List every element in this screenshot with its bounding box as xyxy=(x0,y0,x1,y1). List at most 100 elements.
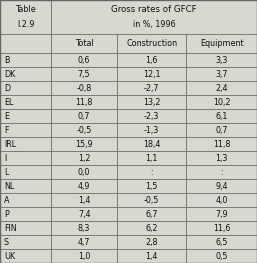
Text: 11,6: 11,6 xyxy=(213,224,230,232)
Bar xyxy=(186,207,257,221)
Bar xyxy=(117,193,186,207)
Bar xyxy=(51,207,117,221)
Bar xyxy=(186,165,257,179)
Bar xyxy=(117,123,186,137)
Text: 4,7: 4,7 xyxy=(78,237,90,246)
Bar xyxy=(51,95,117,109)
Bar xyxy=(117,109,186,123)
Bar xyxy=(51,221,117,235)
Bar xyxy=(117,235,186,249)
Text: FIN: FIN xyxy=(4,224,16,232)
Text: -0,5: -0,5 xyxy=(77,125,92,135)
Bar xyxy=(0,0,51,34)
Bar xyxy=(186,193,257,207)
Bar xyxy=(117,53,186,67)
Bar xyxy=(0,137,51,151)
Text: IRL: IRL xyxy=(4,140,16,149)
Text: Total: Total xyxy=(75,39,94,48)
Text: 1,2: 1,2 xyxy=(78,154,90,163)
Bar xyxy=(0,207,51,221)
Text: 10,2: 10,2 xyxy=(213,98,231,107)
Bar xyxy=(0,81,51,95)
Bar xyxy=(186,137,257,151)
Bar xyxy=(117,179,186,193)
Text: 7,4: 7,4 xyxy=(78,210,90,219)
Bar xyxy=(186,109,257,123)
Bar xyxy=(0,179,51,193)
Bar xyxy=(51,165,117,179)
Bar xyxy=(51,123,117,137)
Bar xyxy=(117,249,186,263)
Text: 6,7: 6,7 xyxy=(145,210,158,219)
Text: E: E xyxy=(4,112,9,121)
Bar xyxy=(0,235,51,249)
Text: 8,3: 8,3 xyxy=(78,224,90,232)
Text: 18,4: 18,4 xyxy=(143,140,160,149)
Bar xyxy=(0,53,51,67)
Text: 6,2: 6,2 xyxy=(145,224,158,232)
Text: 6,5: 6,5 xyxy=(215,237,228,246)
Text: UK: UK xyxy=(4,251,15,261)
Text: 11,8: 11,8 xyxy=(213,140,230,149)
Bar xyxy=(117,95,186,109)
Text: 15,9: 15,9 xyxy=(75,140,93,149)
Text: 0,5: 0,5 xyxy=(215,251,228,261)
Text: 1,1: 1,1 xyxy=(145,154,158,163)
Bar xyxy=(117,67,186,81)
Bar xyxy=(0,165,51,179)
Text: 1,4: 1,4 xyxy=(78,195,90,205)
Bar xyxy=(117,34,186,53)
Text: 9,4: 9,4 xyxy=(215,181,228,191)
Bar xyxy=(117,151,186,165)
Text: -2,3: -2,3 xyxy=(144,112,159,121)
Bar xyxy=(51,53,117,67)
Bar xyxy=(0,109,51,123)
Text: 6,1: 6,1 xyxy=(215,112,228,121)
Text: 3,7: 3,7 xyxy=(215,70,228,79)
Bar xyxy=(117,137,186,151)
Bar xyxy=(186,151,257,165)
Bar xyxy=(186,249,257,263)
Bar xyxy=(186,67,257,81)
Bar xyxy=(0,34,51,53)
Bar xyxy=(51,179,117,193)
Text: Construction: Construction xyxy=(126,39,177,48)
Bar xyxy=(0,123,51,137)
Bar xyxy=(117,165,186,179)
Bar xyxy=(186,235,257,249)
Text: B: B xyxy=(4,55,9,65)
Text: 1,3: 1,3 xyxy=(215,154,228,163)
Text: F: F xyxy=(4,125,8,135)
Text: 2,4: 2,4 xyxy=(215,84,228,93)
Bar xyxy=(186,95,257,109)
Bar xyxy=(186,81,257,95)
Text: Equipment: Equipment xyxy=(200,39,243,48)
Text: 4,0: 4,0 xyxy=(215,195,228,205)
Text: -1,3: -1,3 xyxy=(144,125,159,135)
Bar xyxy=(51,137,117,151)
Text: L: L xyxy=(4,168,8,176)
Text: 7,9: 7,9 xyxy=(215,210,228,219)
Text: Table: Table xyxy=(15,5,36,14)
Text: 1,6: 1,6 xyxy=(145,55,158,65)
Text: 2,8: 2,8 xyxy=(145,237,158,246)
Bar xyxy=(0,151,51,165)
Bar xyxy=(186,34,257,53)
Text: 12,1: 12,1 xyxy=(143,70,160,79)
Text: DK: DK xyxy=(4,70,15,79)
Text: S: S xyxy=(4,237,9,246)
Bar xyxy=(51,67,117,81)
Text: -2,7: -2,7 xyxy=(144,84,159,93)
Bar xyxy=(51,249,117,263)
Text: 1,5: 1,5 xyxy=(145,181,158,191)
Bar xyxy=(0,221,51,235)
Bar xyxy=(51,81,117,95)
Text: 0,0: 0,0 xyxy=(78,168,90,176)
Text: D: D xyxy=(4,84,10,93)
Bar xyxy=(186,53,257,67)
Bar xyxy=(51,235,117,249)
Bar xyxy=(51,34,117,53)
Text: 3,3: 3,3 xyxy=(215,55,228,65)
Text: 1,0: 1,0 xyxy=(78,251,90,261)
Bar xyxy=(0,67,51,81)
